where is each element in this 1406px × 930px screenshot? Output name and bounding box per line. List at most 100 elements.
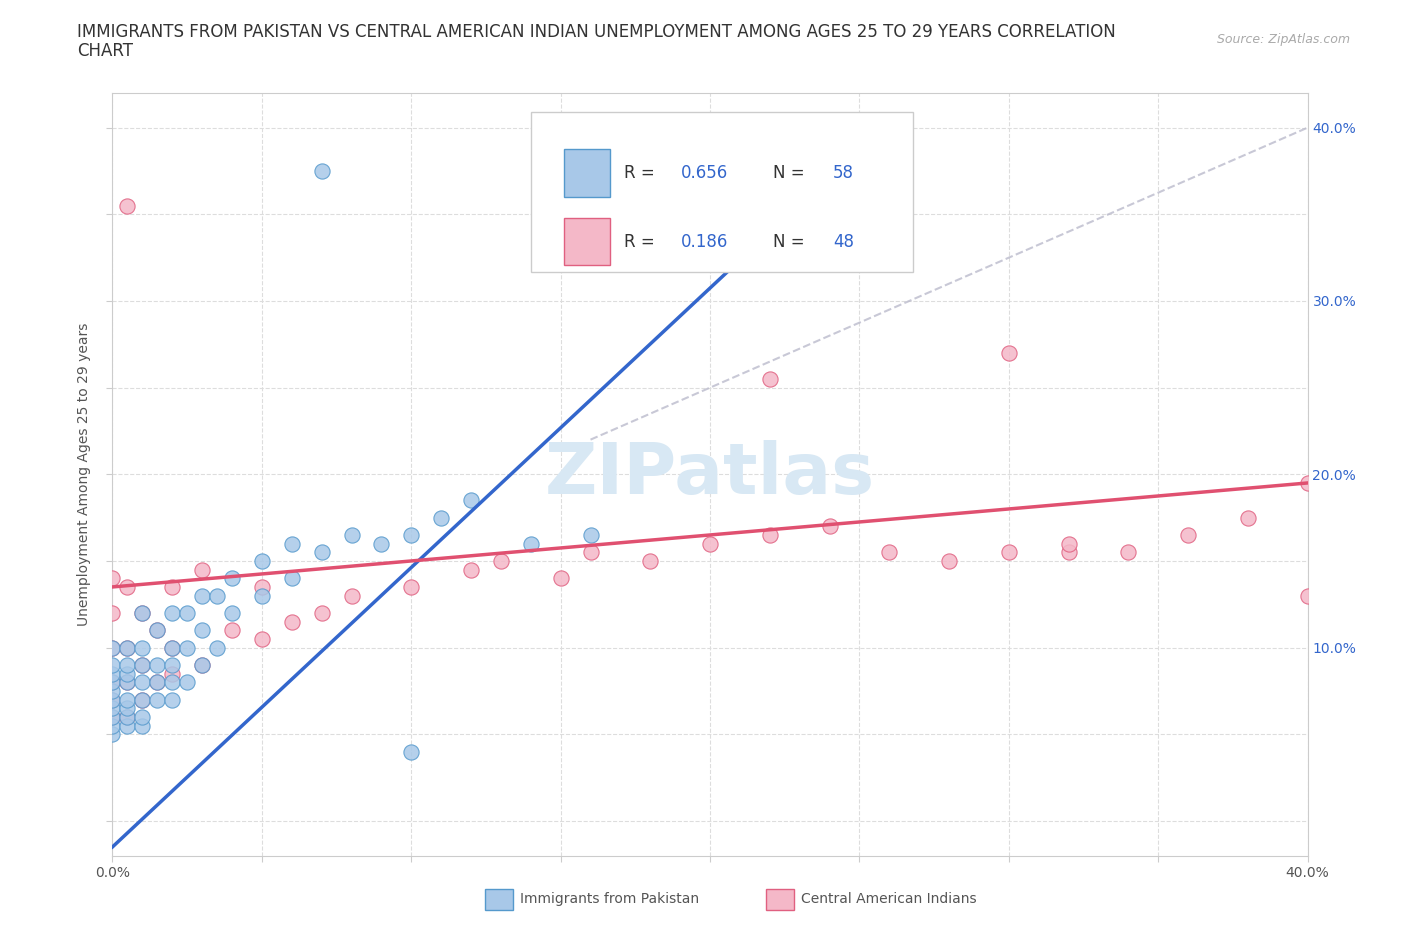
Point (250, 588, 273, 603)
Point (146, 692, 169, 707)
Point (117, 640, 139, 655)
Point (176, 605, 198, 620)
Point (221, 571, 243, 586)
Point (1237, 511, 1260, 525)
Point (101, 710, 124, 724)
Point (1057, 537, 1080, 551)
Point (131, 718, 153, 733)
Point (205, 588, 228, 603)
Point (131, 710, 153, 724)
FancyBboxPatch shape (564, 218, 610, 265)
Text: 0.186: 0.186 (682, 232, 728, 251)
Point (281, 537, 304, 551)
Point (520, 537, 543, 551)
Point (311, 164, 333, 179)
Point (311, 545, 333, 560)
Point (162, 579, 183, 594)
Point (131, 658, 153, 672)
Point (281, 571, 304, 586)
Point (759, 527, 782, 542)
Point (146, 658, 169, 672)
Point (117, 640, 139, 655)
Point (117, 701, 139, 716)
Point (401, 744, 423, 759)
Point (191, 658, 214, 672)
Point (250, 579, 273, 594)
Point (117, 675, 139, 690)
Text: 0.656: 0.656 (682, 164, 728, 182)
Point (818, 519, 841, 534)
Text: Source: ZipAtlas.com: Source: ZipAtlas.com (1216, 33, 1350, 46)
Text: 48: 48 (834, 232, 853, 251)
Point (101, 666, 124, 681)
Point (162, 666, 183, 681)
Point (101, 571, 124, 586)
Point (191, 623, 214, 638)
Point (131, 675, 153, 690)
Text: Central American Indians: Central American Indians (801, 892, 977, 907)
Point (101, 710, 124, 724)
Point (699, 537, 721, 551)
Point (162, 675, 183, 690)
Point (176, 675, 198, 690)
Point (460, 562, 482, 577)
Point (101, 692, 124, 707)
Point (221, 623, 243, 638)
Point (131, 605, 153, 620)
Point (117, 198, 139, 213)
Point (205, 640, 228, 655)
Point (311, 605, 333, 620)
Point (117, 710, 139, 724)
Point (191, 588, 214, 603)
Point (101, 675, 124, 690)
Point (131, 692, 153, 707)
Point (250, 631, 273, 646)
Point (117, 710, 139, 724)
Point (101, 605, 124, 620)
Point (340, 527, 363, 542)
Point (117, 675, 139, 690)
FancyBboxPatch shape (564, 150, 610, 197)
Point (101, 701, 124, 716)
Point (1296, 588, 1319, 603)
Point (101, 727, 124, 742)
Point (221, 605, 243, 620)
Point (162, 640, 183, 655)
Point (879, 545, 901, 560)
Text: N =: N = (773, 164, 810, 182)
Point (1296, 475, 1319, 490)
Point (117, 666, 139, 681)
Point (117, 718, 139, 733)
Point (370, 537, 392, 551)
Point (640, 553, 662, 568)
Point (146, 675, 169, 690)
Point (117, 692, 139, 707)
Point (146, 623, 169, 638)
Point (191, 658, 214, 672)
Point (579, 545, 602, 560)
Point (250, 553, 273, 568)
Point (998, 545, 1021, 560)
Point (117, 579, 139, 594)
Point (101, 684, 124, 698)
Text: ZIPatlas: ZIPatlas (546, 440, 875, 509)
Point (401, 527, 423, 542)
Point (101, 675, 124, 690)
Point (579, 527, 602, 542)
Point (101, 718, 124, 733)
Point (101, 692, 124, 707)
Point (146, 623, 169, 638)
Point (430, 511, 453, 525)
Point (281, 614, 304, 629)
Point (131, 692, 153, 707)
Text: 58: 58 (834, 164, 853, 182)
Point (101, 640, 124, 655)
Text: R =: R = (624, 164, 659, 182)
Y-axis label: Unemployment Among Ages 25 to 29 years: Unemployment Among Ages 25 to 29 years (77, 323, 91, 626)
Point (162, 605, 183, 620)
Text: Immigrants from Pakistan: Immigrants from Pakistan (520, 892, 699, 907)
Point (131, 658, 153, 672)
Point (340, 588, 363, 603)
Point (998, 346, 1021, 361)
Text: CHART: CHART (77, 42, 134, 60)
